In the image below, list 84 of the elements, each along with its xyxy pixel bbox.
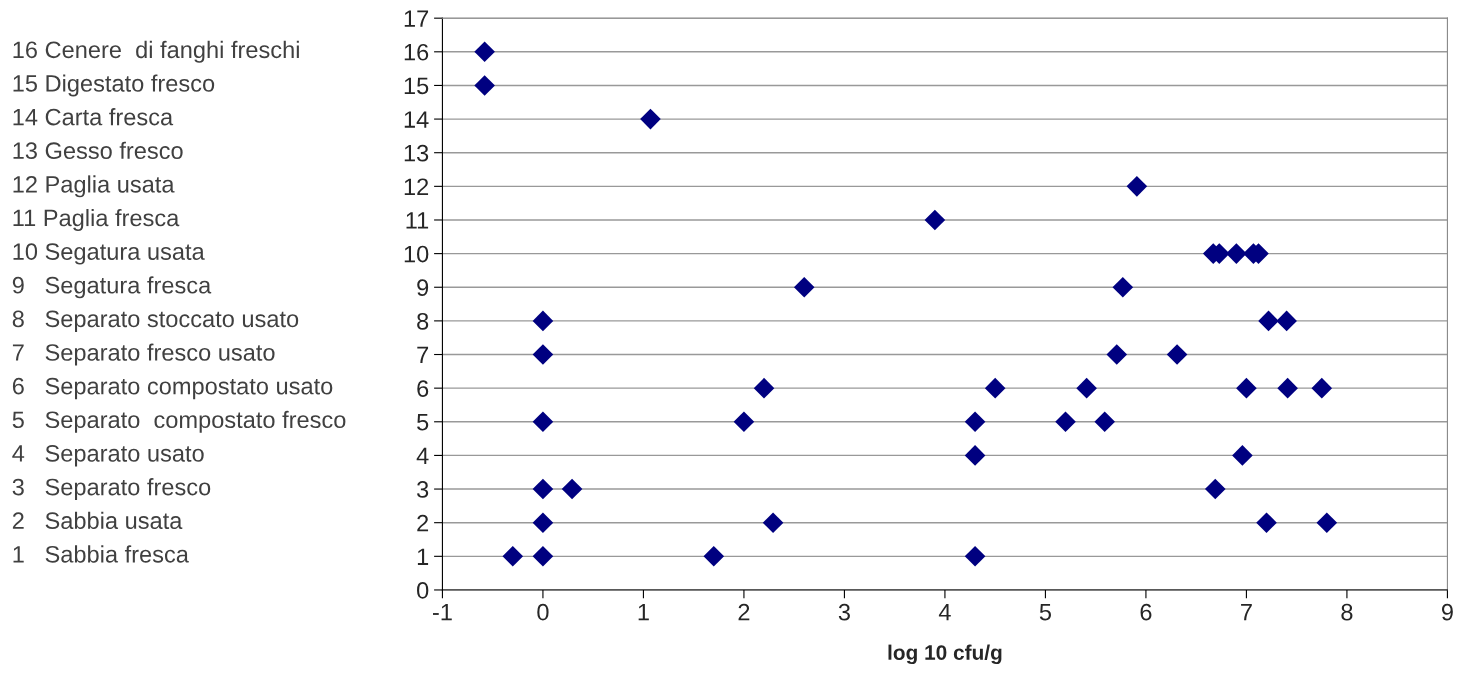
point — [1276, 310, 1297, 332]
point — [1166, 344, 1188, 365]
text: 6 Separato compostato usato — [12, 377, 333, 400]
y-tick-label: 14 — [404, 111, 429, 128]
text: 5 Separato compostato fresco — [12, 410, 346, 433]
point — [474, 75, 495, 96]
point — [1204, 478, 1226, 500]
point — [1311, 377, 1333, 399]
point — [964, 546, 986, 567]
point — [474, 41, 495, 63]
text: 11 Paglia fresca — [13, 208, 180, 231]
y-tick-label: 4 — [416, 447, 429, 464]
x-tick-label: 1 — [638, 604, 649, 621]
y-tick-label: 1 — [417, 548, 429, 565]
text: 8 Separato stoccato usato — [12, 310, 299, 332]
y-tick-label: 2 — [417, 514, 429, 532]
point — [1226, 243, 1247, 264]
y-tick-label: 10 — [404, 245, 429, 263]
x-tick-label: 4 — [938, 604, 951, 621]
text: 9 Segatura fresca — [12, 276, 212, 299]
x-axis-title: log 10 cfu/g — [888, 644, 1002, 665]
text: 16 Cenere di fanghi freschi — [13, 40, 299, 63]
text: 13 Gesso fresco — [13, 141, 183, 160]
point — [984, 377, 1006, 399]
point — [532, 546, 554, 567]
point — [1316, 512, 1338, 533]
point — [753, 377, 775, 399]
y-tick-label: 3 — [417, 481, 429, 498]
y-tick-label: 6 — [417, 380, 429, 397]
point — [1094, 411, 1116, 433]
point — [1126, 176, 1148, 197]
point — [1232, 445, 1253, 466]
point — [762, 512, 784, 533]
text: 14 Carta fresca — [13, 108, 174, 126]
x-tick-label: 0 — [537, 603, 549, 621]
point — [561, 478, 583, 500]
y-tick-label: 16 — [404, 43, 429, 61]
y-tick-label: 12 — [404, 178, 429, 195]
y-tick-label: 9 — [417, 279, 429, 297]
point — [532, 512, 554, 533]
x-tick-label: 2 — [738, 603, 750, 621]
y-tick-label: 8 — [417, 312, 429, 330]
point — [703, 546, 725, 567]
point — [1236, 377, 1257, 399]
text: 10 Segatura usata — [13, 243, 205, 265]
text: 2 Sabbia usata — [12, 511, 183, 530]
text: 1 Sabbia fresca — [13, 545, 189, 563]
text: 4 Separato usato — [12, 445, 204, 467]
point — [924, 209, 946, 231]
x-tick-label: -1 — [432, 604, 452, 621]
point — [640, 108, 661, 130]
x-tick-label: 9 — [1441, 603, 1453, 621]
point — [1277, 377, 1298, 399]
text: 15 Digestato fresco — [13, 74, 215, 97]
point — [793, 276, 815, 298]
point — [532, 411, 554, 433]
y-tick-label: 15 — [404, 77, 429, 95]
point — [1055, 411, 1076, 433]
x-tick-label: 7 — [1241, 604, 1252, 621]
x-tick-label: 3 — [838, 603, 850, 621]
y-tick-label: 0 — [417, 582, 429, 599]
point — [1256, 512, 1277, 533]
y-tick-label: 11 — [406, 212, 429, 229]
y-tick-label: 7 — [417, 346, 429, 364]
x-tick-label: 8 — [1341, 603, 1353, 621]
point — [1076, 377, 1097, 399]
point — [532, 344, 554, 365]
point — [532, 310, 554, 332]
point — [733, 411, 755, 433]
point — [502, 546, 524, 567]
point — [532, 478, 554, 500]
point — [1258, 310, 1279, 332]
point — [1112, 276, 1134, 298]
text: 12 Paglia usata — [13, 175, 175, 198]
y-tick-label: 5 — [417, 414, 429, 431]
x-tick-label: 6 — [1140, 603, 1152, 621]
point — [964, 411, 986, 433]
y-tick-label: 17 — [404, 10, 429, 27]
x-tick-label: 5 — [1039, 604, 1051, 621]
text: 7 Separato fresco usato — [12, 343, 275, 366]
point — [964, 445, 986, 466]
point — [1106, 344, 1128, 365]
y-tick-label: 13 — [404, 144, 429, 162]
text: 3 Separato fresco — [12, 478, 211, 501]
